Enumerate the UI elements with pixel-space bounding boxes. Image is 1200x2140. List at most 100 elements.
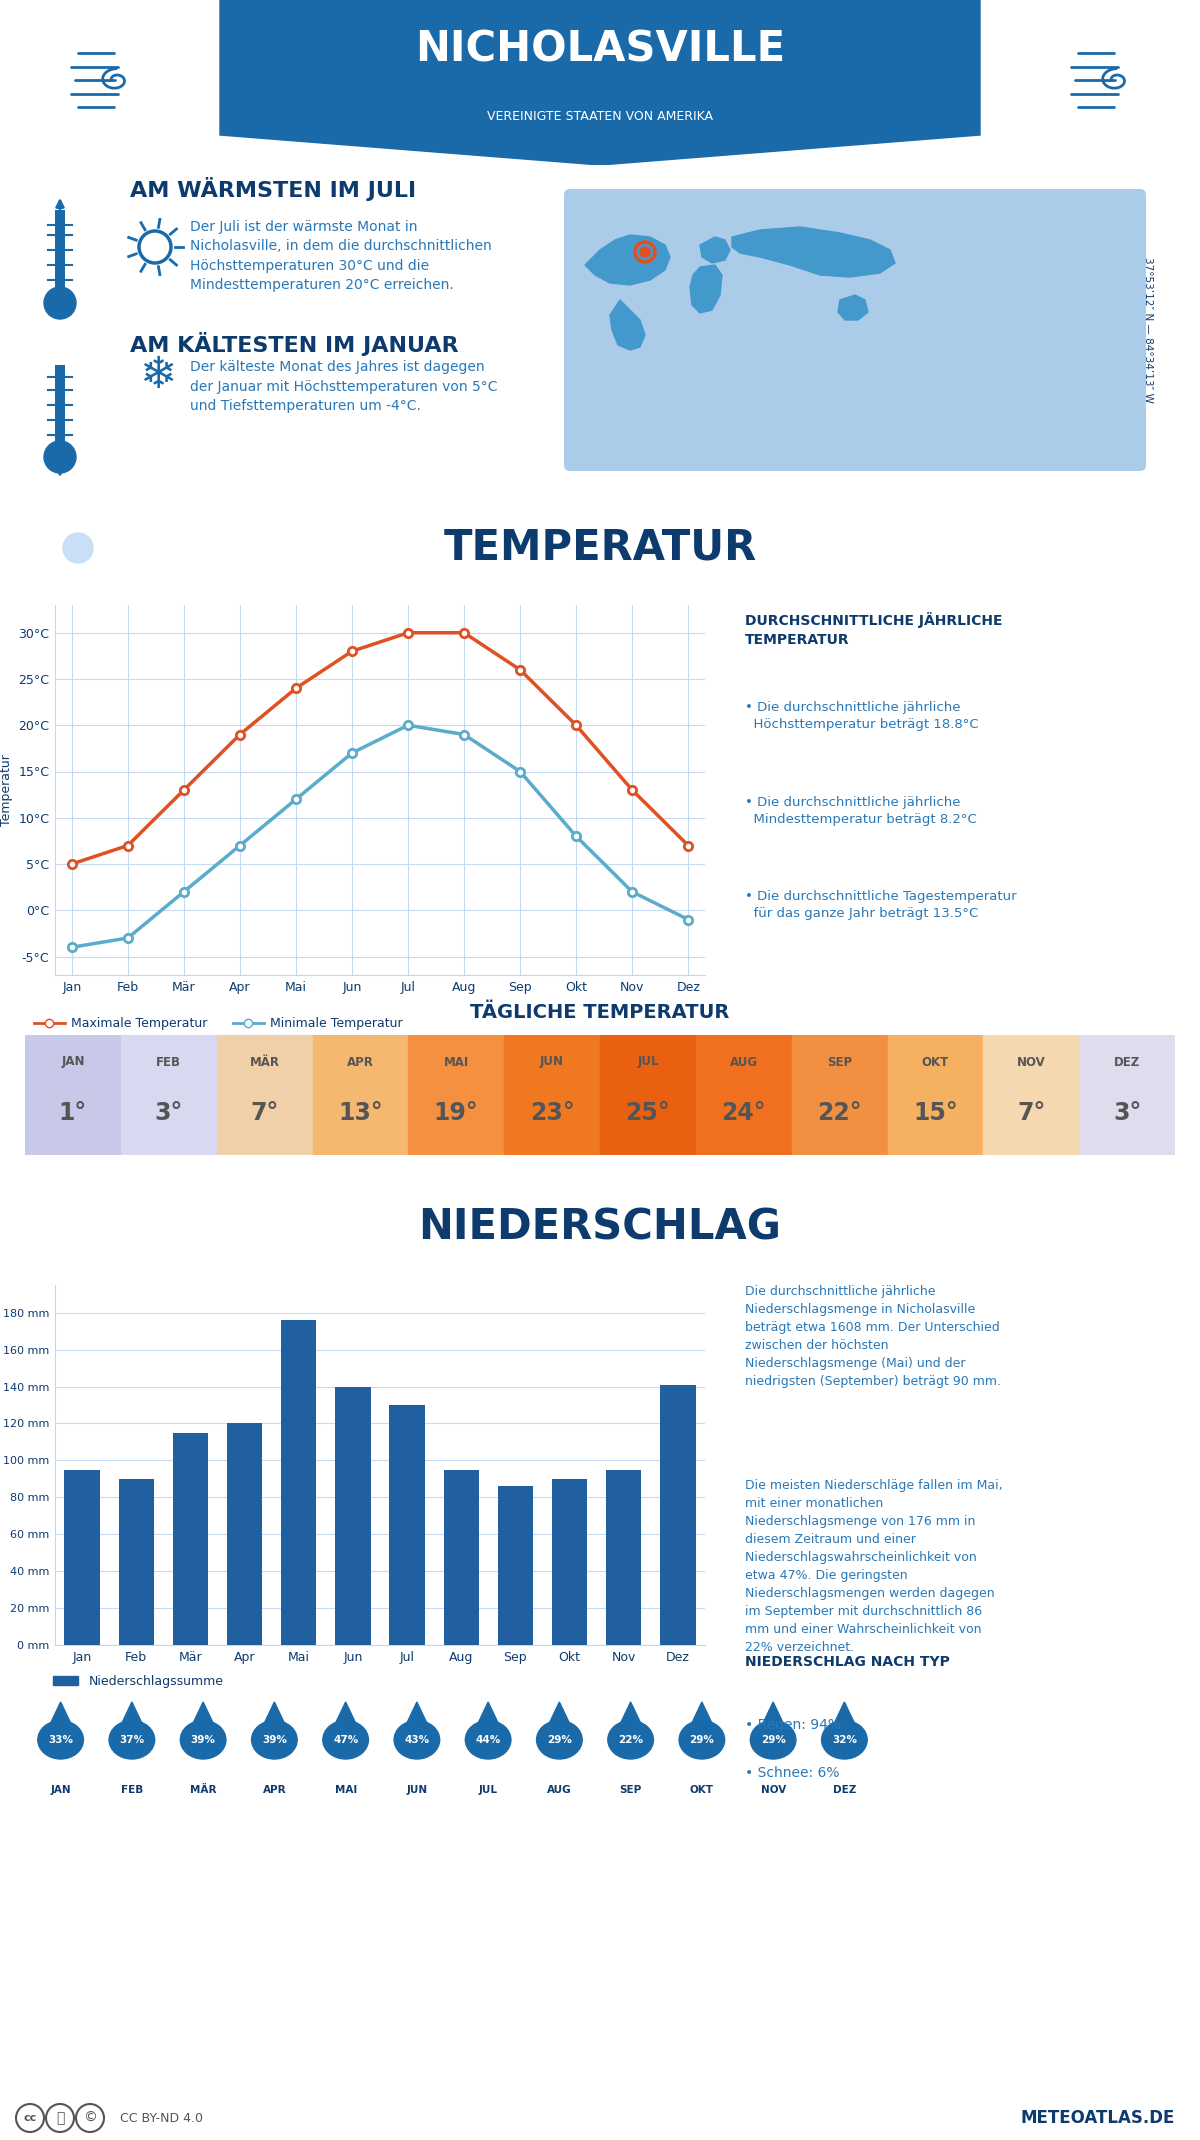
Bar (600, 1036, 696, 1156)
Text: ©: © (83, 2110, 97, 2125)
Text: 37°53’12″ N — 84°34’13″ W: 37°53’12″ N — 84°34’13″ W (1142, 257, 1153, 402)
Text: DURCHSCHNITTLICHE JÄHRLICHE
TEMPERATUR: DURCHSCHNITTLICHE JÄHRLICHE TEMPERATUR (745, 612, 1002, 646)
Legend: Maximale Temperatur, Minimale Temperatur: Maximale Temperatur, Minimale Temperatur (29, 1012, 408, 1036)
Bar (227, 1423, 262, 1646)
Ellipse shape (78, 1216, 106, 1237)
Circle shape (536, 1721, 582, 1759)
FancyBboxPatch shape (564, 188, 1146, 471)
Text: AM WÄRMSTEN IM JULI: AM WÄRMSTEN IM JULI (130, 178, 416, 201)
Text: 29%: 29% (690, 1736, 714, 1744)
Text: 1°: 1° (59, 1100, 88, 1126)
Text: VEREINIGTE STAATEN VON AMERIKA: VEREINIGTE STAATEN VON AMERIKA (487, 111, 713, 124)
Bar (390, 1406, 425, 1646)
Text: 3°: 3° (155, 1100, 182, 1126)
Text: 33%: 33% (48, 1736, 73, 1744)
Text: AUG: AUG (730, 1055, 758, 1068)
Text: FEB: FEB (121, 1785, 143, 1795)
Text: 37%: 37% (119, 1736, 144, 1744)
Text: AM KÄLTESTEN IM JANUAR: AM KÄLTESTEN IM JANUAR (130, 332, 458, 355)
Text: MÄR: MÄR (250, 1055, 280, 1068)
Circle shape (252, 1721, 298, 1759)
Text: METEOATLAS.DE: METEOATLAS.DE (1021, 2110, 1175, 2127)
Polygon shape (546, 1701, 572, 1729)
Text: 24°: 24° (721, 1100, 766, 1126)
Bar (25, 1036, 121, 1156)
Polygon shape (761, 1701, 786, 1729)
Bar (217, 1036, 312, 1156)
Text: • Die durchschnittliche jährliche
  Mindesttemperatur beträgt 8.2°C: • Die durchschnittliche jährliche Mindes… (745, 796, 977, 826)
Text: CC BY-ND 4.0: CC BY-ND 4.0 (120, 2112, 203, 2125)
Polygon shape (48, 1701, 73, 1729)
Circle shape (323, 1721, 368, 1759)
Bar (552, 1479, 587, 1646)
Text: OKT: OKT (690, 1785, 714, 1795)
Polygon shape (610, 300, 646, 351)
Text: OKT: OKT (922, 1055, 949, 1068)
Bar (65, 1470, 100, 1646)
Ellipse shape (50, 1218, 78, 1239)
Circle shape (16, 2104, 44, 2131)
Circle shape (50, 520, 106, 576)
Text: DEZ: DEZ (1114, 1055, 1140, 1068)
Text: 22%: 22% (618, 1736, 643, 1744)
Circle shape (466, 1721, 511, 1759)
Text: JUL: JUL (637, 1055, 659, 1068)
Bar (696, 1036, 792, 1156)
Text: • Die durchschnittliche jährliche
  Höchsttemperatur beträgt 18.8°C: • Die durchschnittliche jährliche Höchst… (745, 702, 979, 732)
Text: 19°: 19° (434, 1100, 479, 1126)
Bar (173, 1432, 208, 1646)
Polygon shape (618, 1701, 643, 1729)
Polygon shape (191, 1701, 216, 1729)
Circle shape (38, 1721, 84, 1759)
Bar (335, 1387, 371, 1646)
Text: DEZ: DEZ (833, 1785, 856, 1795)
Text: MAI: MAI (335, 1785, 356, 1795)
Bar (504, 1036, 600, 1156)
Text: JUN: JUN (540, 1055, 564, 1068)
Text: ❄: ❄ (139, 353, 176, 396)
Text: NOV: NOV (761, 1785, 786, 1795)
Polygon shape (262, 1701, 287, 1729)
Bar (444, 1470, 479, 1646)
Bar (55, 366, 65, 456)
Text: • Regen: 94%: • Regen: 94% (745, 1718, 841, 1731)
Text: 23°: 23° (529, 1100, 575, 1126)
Polygon shape (838, 295, 868, 321)
Legend: Niederschlagssumme: Niederschlagssumme (48, 1669, 228, 1693)
Text: NIEDERSCHLAGSWAHRSCHEINLICHKEIT: NIEDERSCHLAGSWAHRSCHEINLICHKEIT (284, 1667, 620, 1682)
Circle shape (608, 1721, 654, 1759)
Polygon shape (332, 1701, 359, 1729)
Text: AUG: AUG (547, 1785, 571, 1795)
Bar (888, 1036, 983, 1156)
Text: 44%: 44% (475, 1736, 500, 1744)
Polygon shape (732, 227, 895, 276)
Text: MÄR: MÄR (190, 1785, 216, 1795)
Bar (606, 1470, 641, 1646)
Bar (792, 1036, 888, 1156)
Text: Der kälteste Monat des Jahres ist dagegen
der Januar mit Höchsttemperaturen von : Der kälteste Monat des Jahres ist dagege… (190, 360, 498, 413)
Text: 29%: 29% (761, 1736, 786, 1744)
Text: 25°: 25° (625, 1100, 671, 1126)
Polygon shape (690, 265, 722, 312)
Text: Die meisten Niederschläge fallen im Mai,
mit einer monatlichen
Niederschlagsmeng: Die meisten Niederschläge fallen im Mai,… (745, 1479, 1003, 1654)
Text: 47%: 47% (334, 1736, 359, 1744)
Text: JUN: JUN (407, 1785, 427, 1795)
Text: APR: APR (263, 1785, 286, 1795)
Text: TÄGLICHE TEMPERATUR: TÄGLICHE TEMPERATUR (470, 1004, 730, 1023)
Text: ⓘ: ⓘ (56, 2110, 64, 2125)
Text: SEP: SEP (619, 1785, 642, 1795)
Text: Die durchschnittliche jährliche
Niederschlagsmenge in Nicholasville
beträgt etwa: Die durchschnittliche jährliche Niedersc… (745, 1284, 1001, 1389)
Text: 29%: 29% (547, 1736, 572, 1744)
Text: 39%: 39% (191, 1736, 216, 1744)
Circle shape (180, 1721, 226, 1759)
Polygon shape (586, 235, 670, 285)
Circle shape (394, 1721, 439, 1759)
Polygon shape (700, 238, 730, 263)
Bar (1079, 1036, 1175, 1156)
Text: 32%: 32% (832, 1736, 857, 1744)
Text: JAN: JAN (61, 1055, 85, 1068)
Bar (119, 1479, 154, 1646)
Text: 7°: 7° (251, 1100, 278, 1126)
Polygon shape (475, 1701, 500, 1729)
Text: TEMPERATUR: TEMPERATUR (443, 526, 757, 569)
